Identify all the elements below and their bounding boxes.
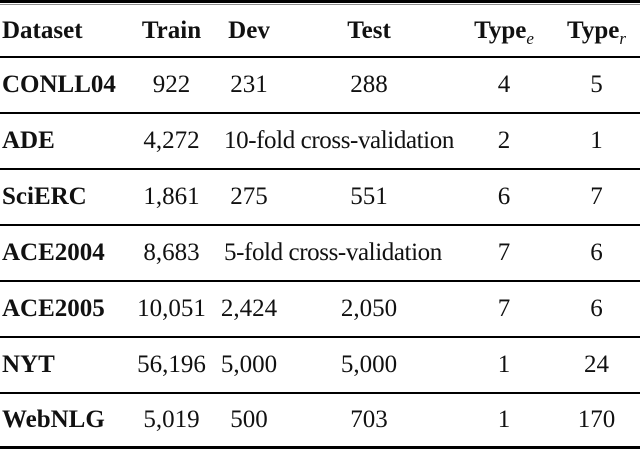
- column-header-type-e: Typee: [455, 5, 553, 57]
- cell-type-e: 1: [497, 406, 511, 433]
- table-row-ace2005: ACE2005 10,051 2,424 2,050 7 6: [0, 281, 640, 337]
- cell-type-r: 24: [584, 351, 609, 378]
- cell-dataset: SciERC: [2, 183, 87, 210]
- cell-type-e: 7: [497, 239, 511, 266]
- cell-type-r: 1: [590, 127, 603, 154]
- cell-train: 8,683: [143, 239, 200, 266]
- cell-type-r: 5: [590, 71, 603, 98]
- cell-train: 922: [152, 71, 191, 98]
- cell-dev-test-merged: 10-fold cross-validation: [224, 127, 454, 154]
- cell-train: 10,051: [137, 295, 206, 322]
- dataset-statistics-table: Dataset Train Dev Test Typee Typer CONLL…: [0, 5, 640, 449]
- cell-test: 288: [350, 71, 388, 98]
- cell-train: 56,196: [137, 351, 206, 378]
- cell-test: 5,000: [340, 351, 398, 378]
- column-header-train: Train: [141, 16, 202, 44]
- column-header-type-e-label: Type: [474, 16, 527, 44]
- cell-test: 703: [350, 406, 388, 433]
- cell-test: 2,050: [340, 295, 398, 322]
- cell-dev-test-merged: 5-fold cross-validation: [224, 239, 442, 266]
- table-row-scierc: SciERC 1,861 275 551 6 7: [0, 169, 640, 225]
- column-header-dev: Dev: [228, 16, 270, 44]
- cell-type-e: 7: [497, 295, 511, 322]
- column-header-test: Test: [347, 16, 391, 44]
- cell-train: 1,861: [143, 183, 200, 210]
- cell-dataset: WebNLG: [2, 406, 105, 433]
- cell-type-r: 170: [577, 406, 616, 433]
- cell-train: 5,019: [143, 406, 200, 433]
- column-header-type-r-label: Type: [567, 16, 620, 44]
- cell-dataset: ACE2004: [2, 239, 105, 266]
- table-row-ace2004: ACE2004 8,683 5-fold cross-validation 7 …: [0, 225, 640, 281]
- table-row-conll04: CONLL04 922 231 288 4 5: [0, 57, 640, 113]
- cell-dev: 2,424: [220, 295, 278, 322]
- column-header-type-r: Typer: [553, 5, 640, 57]
- column-header-dataset: Dataset: [2, 16, 83, 44]
- subscript-r: r: [619, 28, 626, 48]
- cell-dev: 500: [230, 406, 268, 433]
- table-row-ade: ADE 4,272 10-fold cross-validation 2 1: [0, 113, 640, 169]
- header-row: Dataset Train Dev Test Typee Typer: [0, 5, 640, 57]
- table-top-rule: [0, 0, 640, 5]
- cell-dataset: ACE2005: [2, 295, 105, 322]
- subscript-e: e: [526, 28, 534, 48]
- cell-dataset: NYT: [2, 351, 55, 378]
- cell-type-e: 2: [497, 127, 511, 154]
- cell-type-r: 7: [590, 183, 603, 210]
- cell-train: 4,272: [143, 127, 200, 154]
- cell-type-e: 1: [497, 351, 511, 378]
- cell-type-r: 6: [590, 239, 603, 266]
- table-row-webnlg: WebNLG 5,019 500 703 1 170: [0, 393, 640, 448]
- cell-dataset: ADE: [2, 127, 55, 154]
- cell-dev: 231: [230, 71, 268, 98]
- table-row-nyt: NYT 56,196 5,000 5,000 1 24: [0, 337, 640, 393]
- cell-type-e: 6: [497, 183, 511, 210]
- cell-test: 551: [350, 183, 388, 210]
- cell-dev: 5,000: [220, 351, 278, 378]
- cell-dev: 275: [230, 183, 268, 210]
- cell-type-r: 6: [590, 295, 603, 322]
- cell-dataset: CONLL04: [2, 71, 116, 98]
- cell-type-e: 4: [497, 71, 511, 98]
